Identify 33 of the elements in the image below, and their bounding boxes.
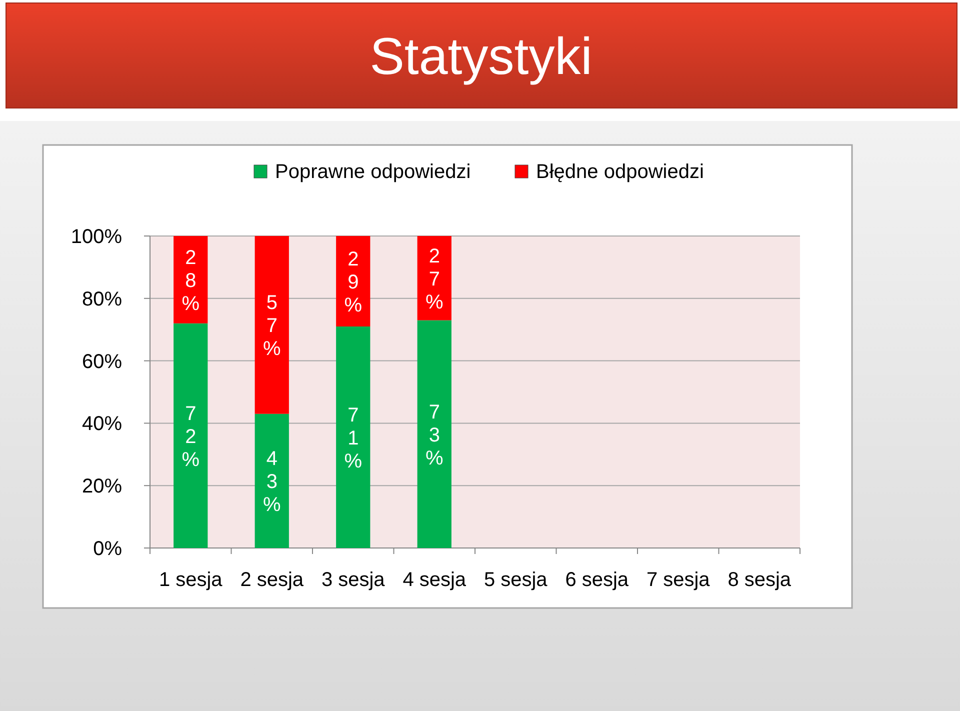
y-tick-label: 80% [82, 288, 122, 310]
data-label: 27% [425, 245, 444, 314]
data-label: 43% [262, 448, 281, 516]
x-tick-label: 1 sesja [158, 569, 224, 591]
bar [254, 414, 289, 548]
data-label: 29% [344, 248, 362, 316]
x-tick-label: 2 sesja [240, 569, 304, 591]
data-label: 28% [182, 246, 200, 315]
y-tick-label: 60% [82, 350, 122, 373]
x-tick-label: 5 sesja [484, 569, 548, 591]
bar [336, 326, 370, 548]
x-tick-label: 4 sesja [402, 569, 467, 591]
data-label: 71% [344, 404, 362, 472]
legend-label: Błędne odpowiedzi [536, 161, 704, 183]
x-tick-label: 6 sesja [565, 569, 630, 591]
bar [174, 236, 208, 324]
y-tick-label: 0% [93, 538, 122, 560]
bar [417, 236, 452, 320]
bar [417, 320, 452, 548]
y-tick-label: 100% [70, 226, 122, 248]
data-label: 72% [182, 402, 200, 471]
x-tick-label: 7 sesja [646, 569, 711, 591]
bar [336, 236, 370, 326]
y-tick-label: 40% [82, 413, 122, 436]
data-label: 57% [262, 292, 281, 360]
data-label: 73% [425, 401, 444, 470]
y-tick-label: 20% [82, 476, 122, 498]
legend-label: Poprawne odpowiedzi [275, 161, 471, 183]
chart-title: Statystyki [370, 28, 592, 86]
x-tick-label: 3 sesja [321, 569, 386, 591]
bar [254, 236, 289, 414]
bar [174, 323, 208, 548]
x-tick-label: 8 sesja [728, 569, 792, 591]
